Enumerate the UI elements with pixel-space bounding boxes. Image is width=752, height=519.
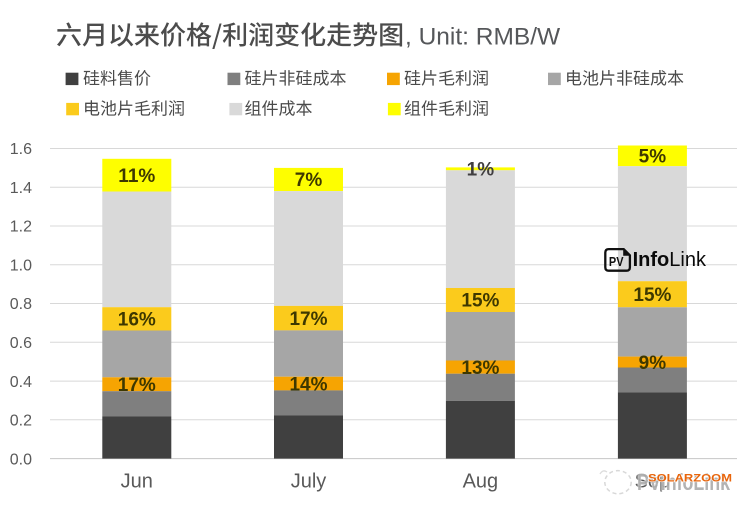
svg-text:11%: 11% xyxy=(118,166,155,187)
svg-text:15%: 15% xyxy=(633,285,671,306)
svg-text:0.6: 0.6 xyxy=(10,335,32,352)
svg-text:1.0: 1.0 xyxy=(10,258,32,275)
svg-text:13%: 13% xyxy=(461,358,499,379)
svg-text:1%: 1% xyxy=(467,159,495,180)
svg-text:PVInfoLink: PVInfoLink xyxy=(637,469,730,495)
svg-text:Jun: Jun xyxy=(121,470,153,492)
svg-text:9%: 9% xyxy=(639,353,667,374)
svg-text:1.2: 1.2 xyxy=(10,219,32,236)
svg-text:Sep: Sep xyxy=(635,470,671,492)
svg-text:16%: 16% xyxy=(118,310,156,331)
svg-text:5%: 5% xyxy=(639,147,667,168)
svg-text:, Unit: RMB/W: , Unit: RMB/W xyxy=(405,23,561,50)
svg-text:17%: 17% xyxy=(289,309,327,330)
svg-text:14%: 14% xyxy=(289,374,327,395)
svg-text:17%: 17% xyxy=(118,375,156,396)
svg-text:PV: PV xyxy=(609,254,624,269)
svg-text:SOLARZOOM: SOLARZOOM xyxy=(648,472,732,484)
svg-text:15%: 15% xyxy=(461,291,499,312)
svg-text:Aug: Aug xyxy=(463,470,499,492)
svg-text:0.0: 0.0 xyxy=(10,451,32,468)
svg-text:0.2: 0.2 xyxy=(10,413,32,430)
svg-text:1.4: 1.4 xyxy=(10,180,32,197)
svg-text:0.4: 0.4 xyxy=(10,374,32,391)
svg-text:7%: 7% xyxy=(295,170,323,191)
svg-text:1.6: 1.6 xyxy=(10,141,32,158)
svg-text:0.8: 0.8 xyxy=(10,296,32,313)
svg-text:InfoLink: InfoLink xyxy=(633,249,707,271)
svg-text:July: July xyxy=(291,470,327,492)
